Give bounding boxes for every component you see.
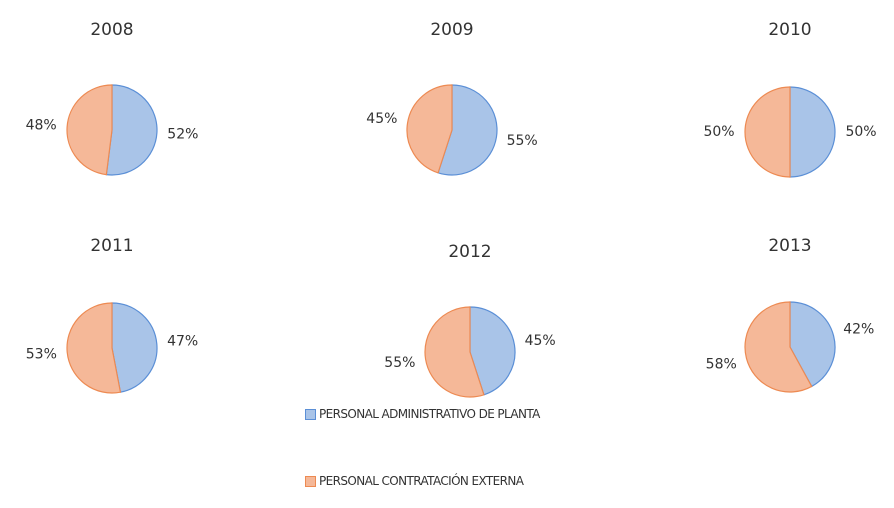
chart-title: 2011 bbox=[90, 236, 133, 256]
pie-slice bbox=[111, 302, 158, 393]
data-label: 55% bbox=[507, 133, 538, 149]
legend-label: PERSONAL CONTRATACIÓN EXTERNA bbox=[319, 474, 524, 488]
chart-title: 2013 bbox=[768, 236, 811, 256]
legend-label: PERSONAL ADMINISTRATIVO DE PLANTA bbox=[319, 407, 540, 421]
data-label: 58% bbox=[706, 357, 737, 373]
legend-swatch bbox=[305, 409, 316, 420]
pie-slice bbox=[105, 84, 158, 176]
data-label: 53% bbox=[26, 347, 57, 363]
data-label: 55% bbox=[384, 355, 415, 371]
legend-item: PERSONAL CONTRATACIÓN EXTERNA bbox=[305, 472, 615, 491]
chart-title: 2010 bbox=[768, 20, 811, 40]
data-label: 45% bbox=[366, 111, 397, 127]
pie-slice bbox=[469, 306, 516, 396]
legend-swatch bbox=[305, 476, 316, 487]
data-label: 50% bbox=[703, 124, 734, 140]
legend-item: PERSONAL ADMINISTRATIVO DE PLANTA bbox=[305, 405, 615, 424]
pie-slice bbox=[744, 301, 813, 393]
pie-slice bbox=[424, 306, 485, 398]
pie-slice bbox=[406, 84, 453, 174]
data-label: 42% bbox=[843, 321, 874, 337]
pie-slice bbox=[789, 301, 836, 388]
chart-title: 2008 bbox=[90, 20, 133, 40]
pie-slice bbox=[744, 86, 791, 178]
pie-slice bbox=[437, 84, 498, 176]
chart-title: 2012 bbox=[448, 242, 491, 262]
data-label: 45% bbox=[525, 333, 556, 349]
pie-slice bbox=[66, 84, 113, 176]
data-label: 50% bbox=[845, 124, 876, 140]
pie-slice bbox=[66, 302, 122, 394]
chart-title: 2009 bbox=[430, 20, 473, 40]
data-label: 52% bbox=[167, 126, 198, 142]
pie-slice bbox=[789, 86, 836, 178]
data-label: 47% bbox=[167, 333, 198, 349]
data-label: 48% bbox=[26, 118, 57, 134]
